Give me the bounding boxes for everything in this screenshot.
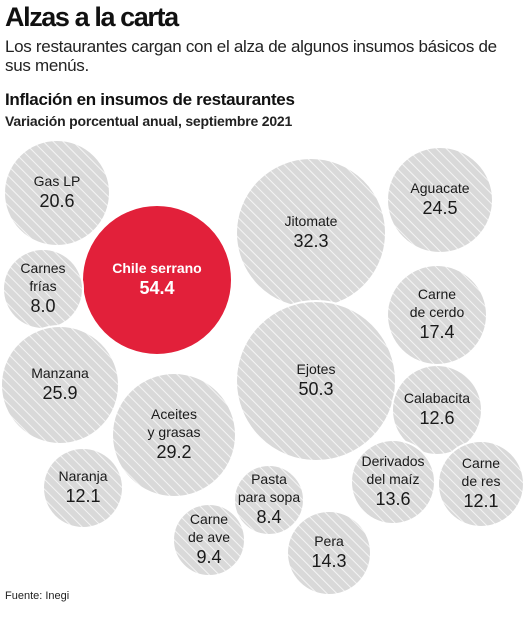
bubble-value-carne-de-ave: 9.4 <box>196 547 221 567</box>
bubble-label-carnes-frias-2: frías <box>29 278 56 294</box>
bubbles-group: Gas LP 20.6 Chile serrano 54.4 Jitomate 32.3 A… <box>0 139 525 596</box>
bubble-label-aceites-y-grasas-1: Aceites <box>151 406 197 422</box>
bubble-aguacate <box>386 146 494 254</box>
bubble-label-carne-de-cerdo-2: de cerdo <box>410 304 465 320</box>
bubble-pasta-para-sopa <box>233 464 305 536</box>
bubble-label-naranja: Naranja <box>58 468 107 484</box>
source-note: Fuente: Inegi <box>5 590 70 602</box>
bubble-label-carnes-frias-1: Carnes <box>20 260 65 276</box>
bubble-naranja <box>42 447 124 529</box>
bubble-ejotes <box>235 300 397 462</box>
bubble-label-jitomate: Jitomate <box>285 213 338 229</box>
bubble-value-jitomate: 32.3 <box>293 231 328 251</box>
bubble-label-carne-de-ave-1: Carne <box>190 511 228 527</box>
bubble-label-derivados-del-maiz-1: Derivados <box>361 453 424 469</box>
bubble-label-pasta-para-sopa-1: Pasta <box>251 471 287 487</box>
bubble-value-derivados-del-maiz: 13.6 <box>375 489 410 509</box>
bubble-label-aguacate: Aguacate <box>410 180 469 196</box>
bubble-carne-de-ave <box>172 503 246 577</box>
bubble-pera <box>286 510 372 596</box>
bubble-label-carne-de-res-1: Carne <box>462 455 500 471</box>
bubble-aceites-y-grasas <box>111 372 237 498</box>
headline: Alzas a la carta <box>5 2 179 32</box>
bubble-value-naranja: 12.1 <box>65 486 100 506</box>
chart-subtitle: Variación porcentual anual, septiembre 2… <box>5 113 293 129</box>
bubble-label-derivados-del-maiz-2: del maíz <box>367 471 420 487</box>
bubble-value-carne-de-cerdo: 17.4 <box>419 322 454 342</box>
bubble-label-chile-serrano: Chile serrano <box>112 260 201 276</box>
bubble-value-manzana: 25.9 <box>42 383 77 403</box>
bubble-label-pera: Pera <box>314 533 344 549</box>
bubble-value-gas-lp: 20.6 <box>39 191 74 211</box>
bubble-calabacita <box>391 364 483 456</box>
bubble-value-pasta-para-sopa: 8.4 <box>256 507 281 527</box>
bubble-label-gas-lp: Gas LP <box>34 173 81 189</box>
bubble-label-calabacita: Calabacita <box>404 390 470 406</box>
bubble-label-ejotes: Ejotes <box>297 361 336 377</box>
bubble-label-pasta-para-sopa-2: para sopa <box>238 489 300 505</box>
bubble-label-manzana: Manzana <box>31 365 89 381</box>
bubble-value-calabacita: 12.6 <box>419 408 454 428</box>
bubble-value-chile-serrano: 54.4 <box>139 278 174 298</box>
bubble-derivados-del-maiz <box>350 439 436 525</box>
bubble-value-aguacate: 24.5 <box>422 198 457 218</box>
bubble-label-aceites-y-grasas-2: y grasas <box>148 424 201 440</box>
bubble-value-ejotes: 50.3 <box>298 379 333 399</box>
bubble-value-aceites-y-grasas: 29.2 <box>156 442 191 462</box>
bubble-value-carnes-frias: 8.0 <box>30 296 55 316</box>
bubble-label-carne-de-cerdo-1: Carne <box>418 286 456 302</box>
bubble-label-carne-de-res-2: de res <box>462 473 501 489</box>
bubble-label-carne-de-ave-2: de ave <box>188 529 230 545</box>
bubble-value-pera: 14.3 <box>311 551 346 571</box>
deck: Los restaurantes cargan con el alza de a… <box>5 37 497 75</box>
bubble-manzana <box>0 325 120 445</box>
bubble-carne-de-res <box>437 440 525 528</box>
chart-title: Inflación en insumos de restaurantes <box>5 90 295 109</box>
bubble-gas-lp <box>3 139 111 247</box>
bubble-value-carne-de-res: 12.1 <box>463 491 498 511</box>
